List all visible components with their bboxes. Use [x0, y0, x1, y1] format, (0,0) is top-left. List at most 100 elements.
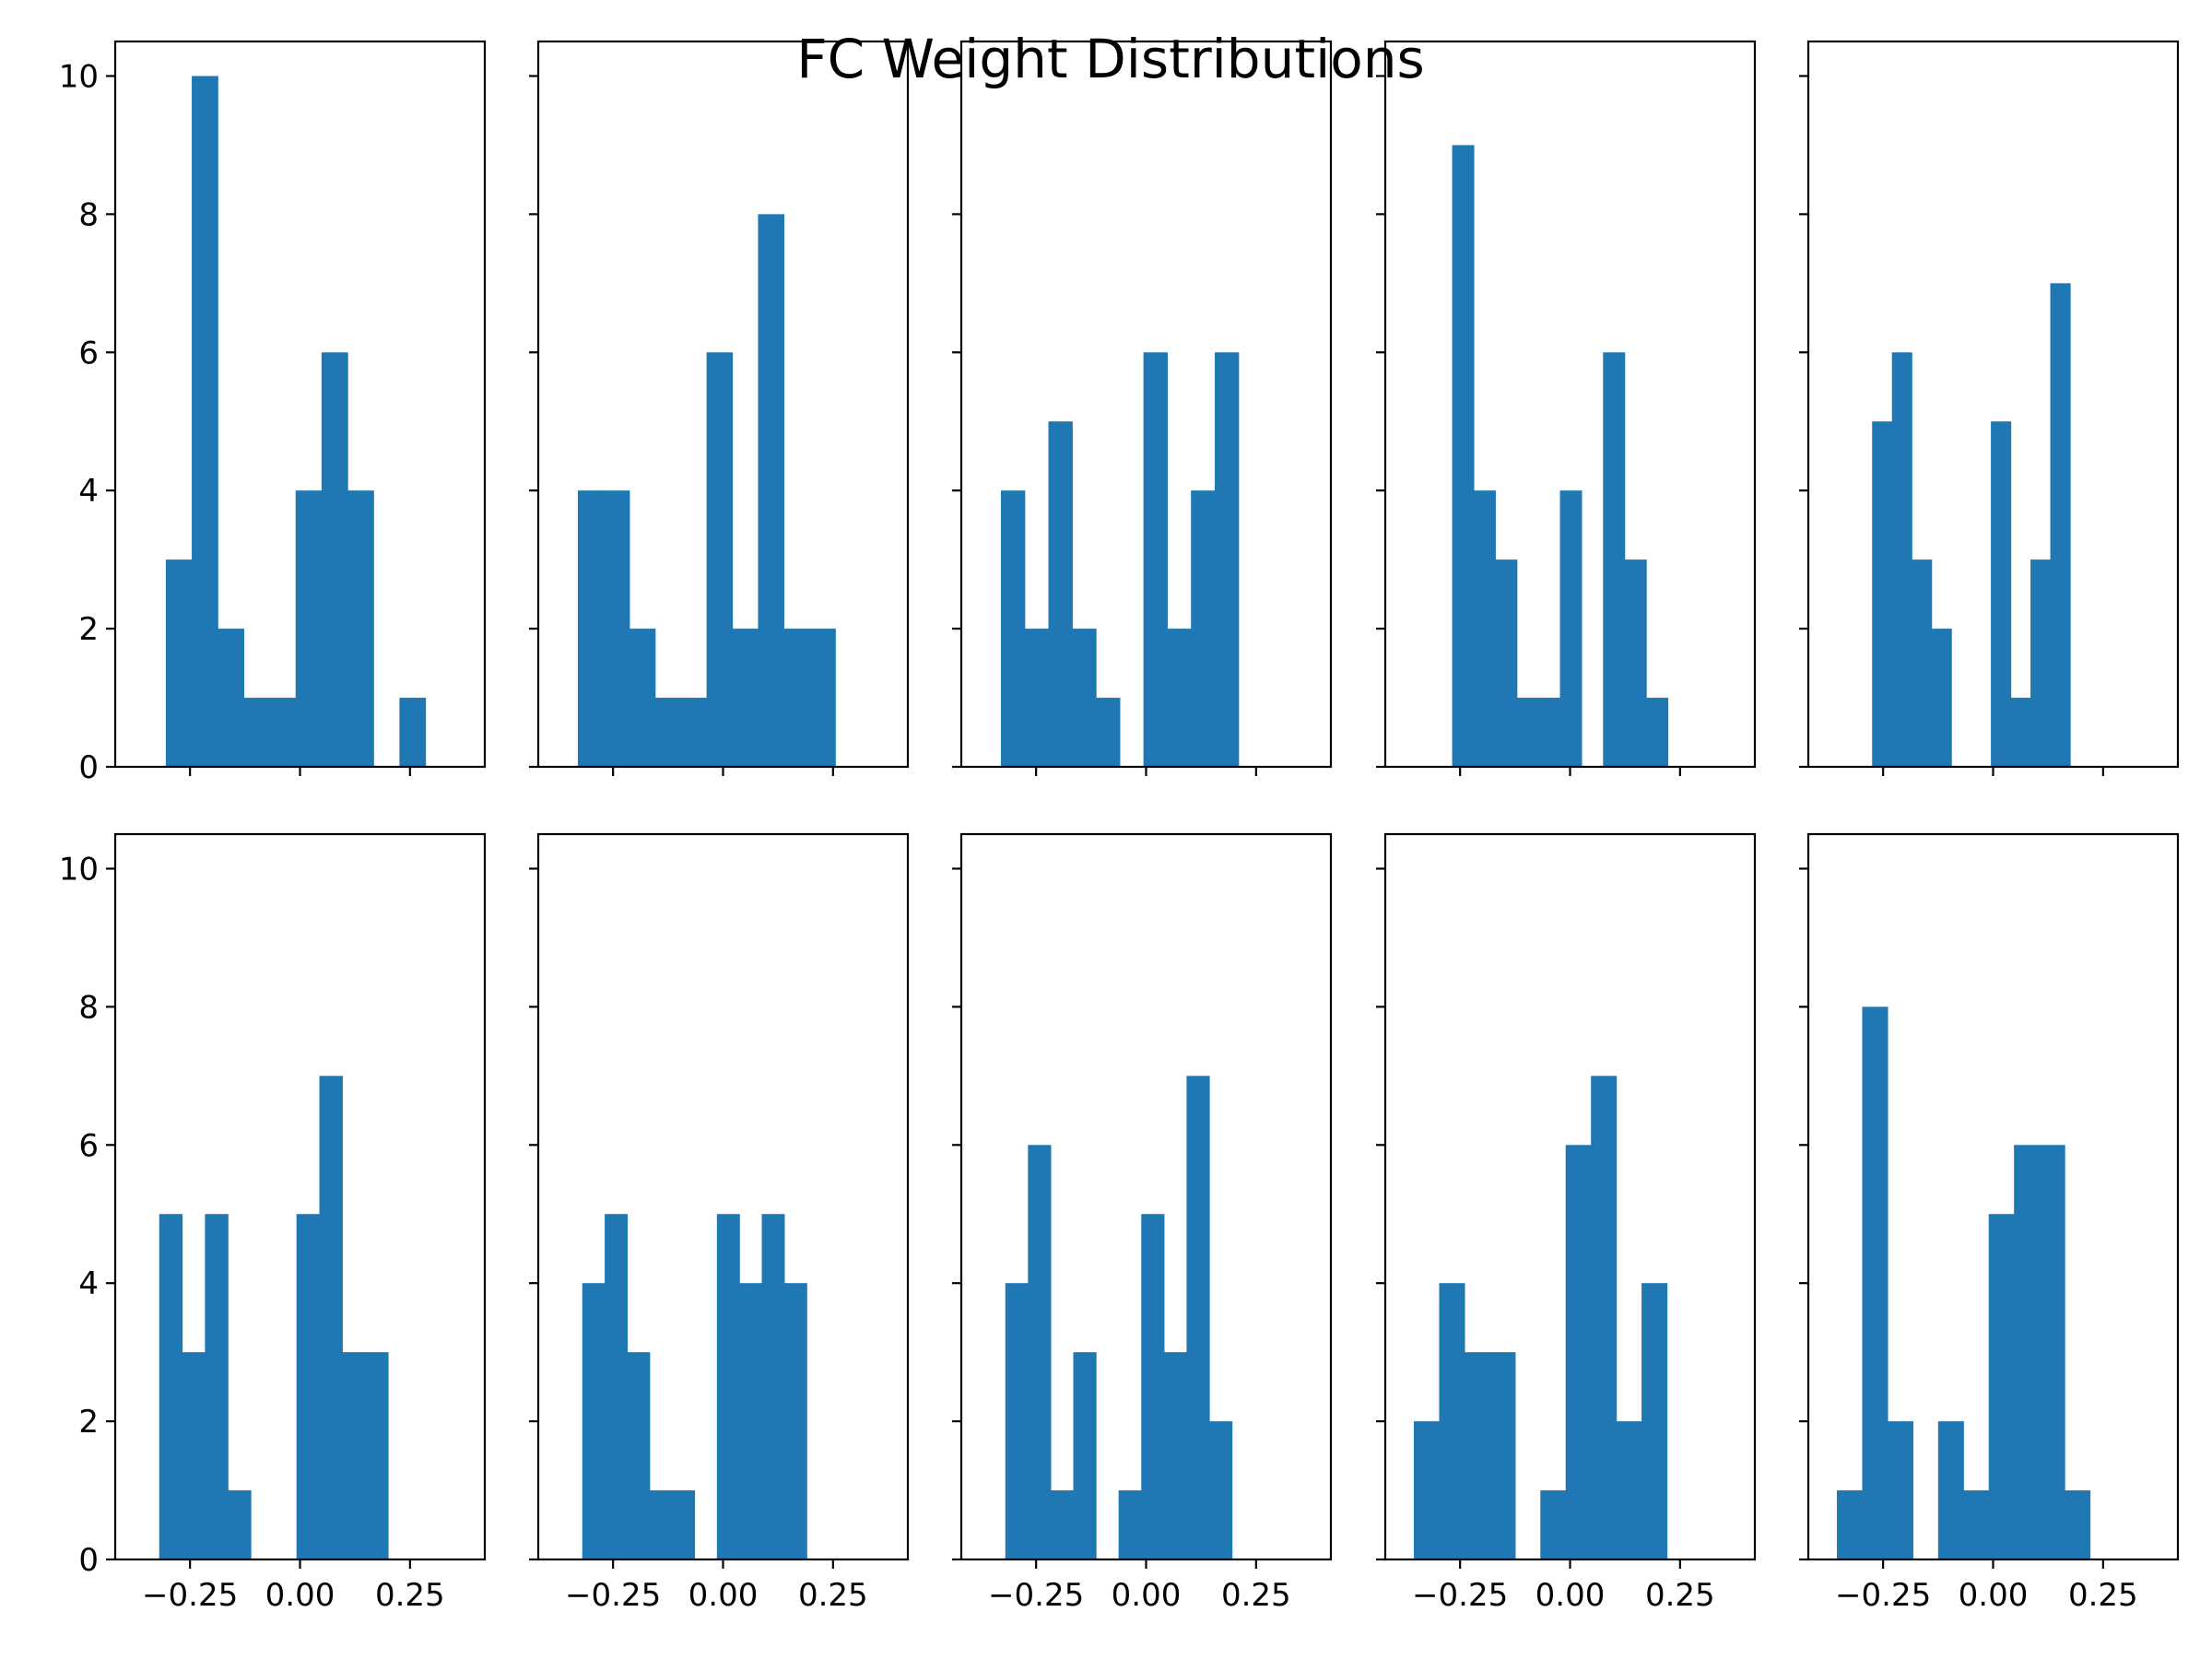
histogram-bar — [182, 1352, 206, 1559]
histogram-panel-6: 0 2 4 6 8 10 −0.25 0.00 0.25 — [59, 832, 487, 1614]
histogram-bar — [1028, 1145, 1052, 1559]
histogram-bar — [365, 1352, 389, 1559]
histogram-bar — [1096, 698, 1121, 767]
histogram-bar — [399, 698, 427, 767]
histogram-bar — [205, 1214, 229, 1559]
x-tick-label: −0.25 — [988, 1577, 1084, 1614]
histogram-bar — [2065, 1490, 2091, 1559]
x-tick-label: −0.25 — [1835, 1577, 1931, 1614]
histogram-panel-2 — [529, 40, 910, 776]
histogram-bar — [159, 1214, 183, 1559]
histogram-bar — [1118, 1490, 1142, 1559]
histogram-bar — [1167, 629, 1192, 767]
histogram-bar — [1209, 1421, 1233, 1559]
histogram-bar — [1073, 1352, 1097, 1559]
x-tick-label: 0.00 — [265, 1577, 335, 1614]
histogram-bar — [2039, 1145, 2065, 1559]
x-tick-label: 0.25 — [2068, 1577, 2138, 1614]
panels-layer: 0 2 4 6 8 10 0 2 4 6 8 10 −0.25 0.00 0.25 −0.25 0.00 0.25… — [59, 40, 2180, 1614]
histogram-bar — [1464, 1352, 1490, 1559]
y-tick-label: 10 — [59, 851, 99, 888]
histogram-bar — [1005, 1283, 1029, 1559]
histogram-bar — [1991, 421, 2012, 767]
histogram-bar — [1024, 629, 1050, 767]
histogram-bar — [627, 1352, 651, 1559]
y-tick-label: 0 — [78, 749, 99, 786]
histogram-bar — [321, 352, 348, 767]
histogram-bar — [672, 1490, 696, 1559]
x-tick-label: 0.00 — [1112, 1577, 1182, 1614]
histogram-bar — [654, 698, 682, 767]
x-tick-label: 0.00 — [1535, 1577, 1606, 1614]
histogram-panel-8: −0.25 0.00 0.25 — [952, 832, 1333, 1614]
y-tick-label: 4 — [78, 1265, 99, 1302]
histogram-bar — [1072, 629, 1097, 767]
histogram-bar — [739, 1283, 763, 1559]
histogram-panel-10: −0.25 0.00 0.25 — [1799, 832, 2180, 1614]
histogram-bar — [1186, 1076, 1210, 1559]
y-tick-label: 8 — [78, 989, 99, 1026]
x-tick-label: −0.25 — [142, 1577, 238, 1614]
histogram-bar — [1473, 490, 1496, 767]
histogram-bar — [1988, 1214, 2015, 1559]
y-tick-label: 8 — [78, 196, 99, 233]
histogram-bar — [1624, 559, 1647, 767]
histogram-bar — [1565, 1145, 1592, 1559]
histogram-bar — [1050, 1490, 1075, 1559]
histogram-bar — [1191, 490, 1216, 767]
histogram-bar — [295, 490, 323, 767]
y-tick-label: 10 — [59, 58, 99, 95]
y-tick-label: 2 — [78, 611, 99, 648]
histogram-bar — [706, 352, 734, 767]
histogram-panel-5 — [1799, 40, 2180, 776]
histogram-bar — [1000, 490, 1026, 767]
histogram-bar — [1489, 1352, 1516, 1559]
figure-suptitle: FC Weight Distributions — [796, 28, 1424, 90]
histogram-bar — [2050, 283, 2071, 768]
x-tick-label: 0.25 — [1221, 1577, 1291, 1614]
histogram-panel-4 — [1376, 40, 1757, 776]
y-tick-label: 0 — [78, 1542, 99, 1579]
histogram-bar — [1516, 698, 1539, 767]
histogram-panel-7: −0.25 0.00 0.25 — [529, 832, 910, 1614]
y-tick-label: 4 — [78, 473, 99, 510]
histogram-bar — [1538, 698, 1561, 767]
histogram-bar — [1931, 629, 1952, 767]
histogram-bar — [1495, 559, 1518, 767]
histogram-bar — [1143, 352, 1169, 767]
histogram-bar — [1891, 352, 1912, 767]
histogram-bar — [2014, 1145, 2041, 1559]
histogram-panel-3 — [952, 40, 1333, 776]
histogram-bar — [1862, 1006, 1888, 1559]
histogram-bar — [1603, 352, 1626, 767]
histogram-bar — [809, 629, 836, 767]
y-tick-label: 6 — [78, 1127, 99, 1164]
x-tick-label: 0.25 — [375, 1577, 445, 1614]
histogram-bar — [1559, 490, 1583, 767]
histogram-bar — [228, 1490, 252, 1559]
histogram-bar — [1439, 1283, 1465, 1559]
histogram-panel-9: −0.25 0.00 0.25 — [1376, 832, 1757, 1614]
y-tick-label: 6 — [78, 335, 99, 371]
histogram-panel-1: 0 2 4 6 8 10 — [59, 40, 487, 786]
histogram-bar — [783, 629, 810, 767]
x-tick-label: 0.25 — [1645, 1577, 1715, 1614]
histogram-bar — [1214, 352, 1240, 767]
histogram-bar — [1937, 1421, 1964, 1559]
histogram-bar — [1641, 1283, 1668, 1559]
histogram-bar — [680, 698, 708, 767]
histogram-bar — [342, 1352, 366, 1559]
histogram-bar — [1048, 421, 1073, 767]
histogram-bar — [1414, 1421, 1441, 1559]
histogram-bar — [1452, 145, 1475, 767]
histogram-bar — [1887, 1421, 1913, 1559]
histogram-bar — [243, 698, 271, 767]
histogram-bar — [269, 698, 297, 767]
histogram-bar — [732, 629, 759, 767]
histogram-bar — [1141, 1214, 1165, 1559]
histogram-bar — [603, 490, 630, 767]
histogram-bar — [758, 214, 784, 767]
histogram-bar — [1912, 559, 1933, 767]
histogram-bar — [2030, 559, 2052, 767]
